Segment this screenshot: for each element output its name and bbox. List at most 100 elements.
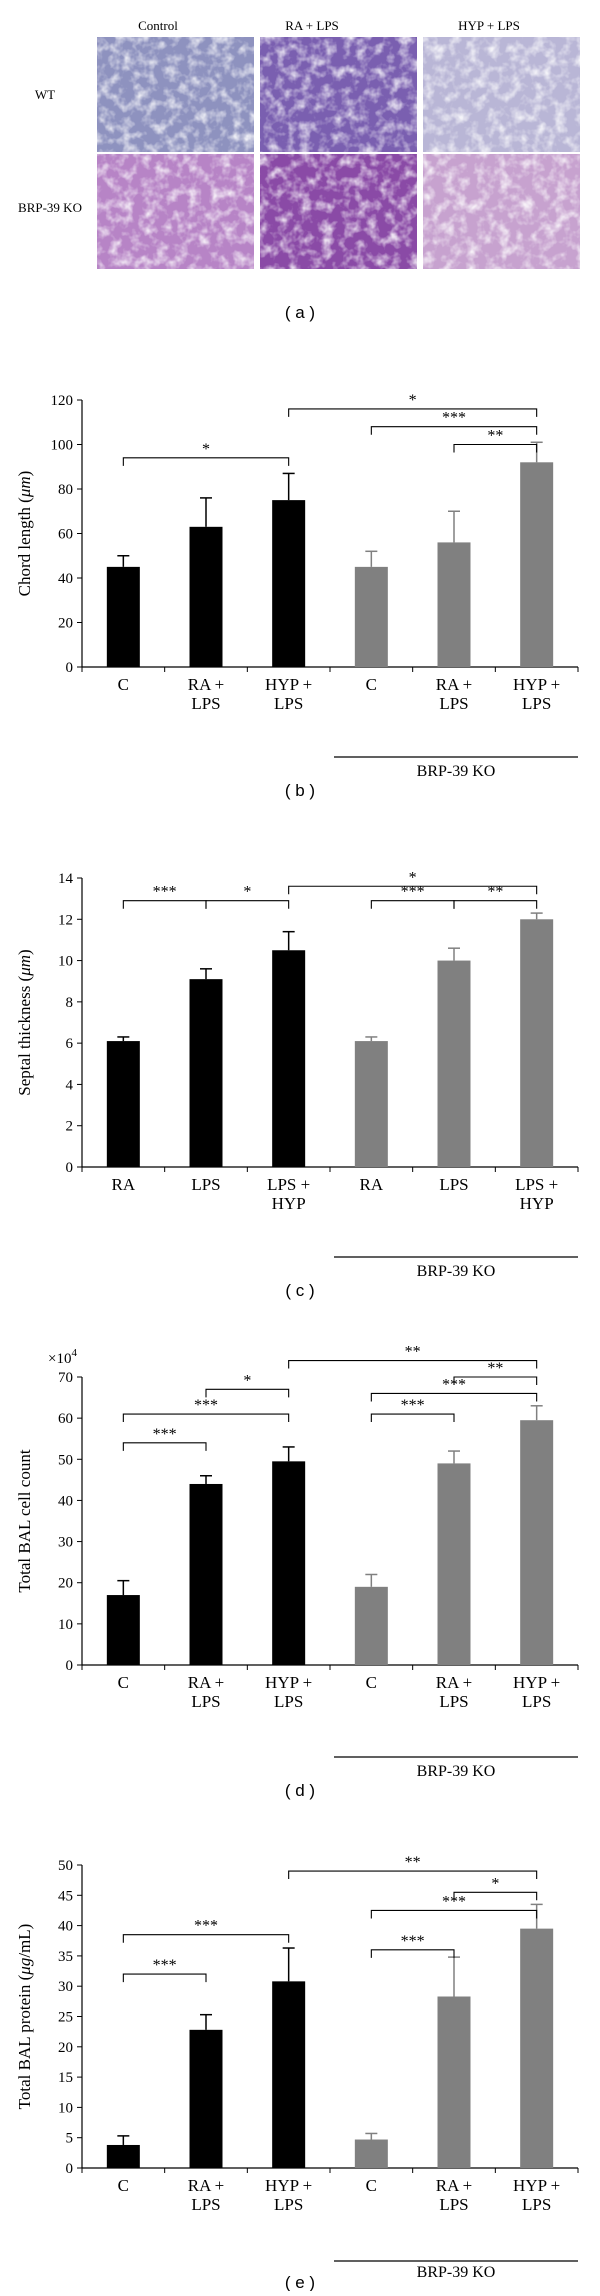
y-tick-label: 100 bbox=[51, 438, 74, 454]
bar bbox=[520, 462, 554, 667]
significance-bracket: * bbox=[205, 1372, 290, 1398]
bal-protein-chart: 0 5 10 15 20 25 30 35 40 45 50 Total BAL protein (μ… bbox=[15, 1854, 579, 2292]
y-axis-label: Septal thickness (μm) bbox=[15, 949, 34, 1095]
significance-bracket: ** bbox=[288, 1344, 538, 1369]
y-tick-label: 50 bbox=[58, 1858, 73, 1874]
significance-bracket: *** bbox=[370, 1397, 455, 1423]
x-tick-label: LPS + HYP bbox=[267, 1175, 310, 1213]
x-tick-label: RA + LPS bbox=[188, 675, 225, 713]
y-tick-label: 35 bbox=[58, 1949, 73, 1965]
significance-label: ** bbox=[405, 1344, 421, 1361]
bar bbox=[437, 542, 471, 667]
significance-label: *** bbox=[194, 1397, 218, 1414]
x-tick-label: C bbox=[118, 1673, 129, 1692]
significance-bracket: *** bbox=[122, 1426, 207, 1451]
bar bbox=[272, 1981, 306, 2168]
panel-label: ( c ) bbox=[285, 1281, 314, 1300]
x-tick-label: C bbox=[366, 1673, 377, 1692]
significance-label: ** bbox=[405, 1854, 421, 1871]
significance-bracket: *** bbox=[122, 1918, 290, 1943]
y-tick-label: 20 bbox=[58, 2040, 73, 2056]
panel-label: ( e ) bbox=[285, 2273, 315, 2291]
x-tick-label: RA + LPS bbox=[436, 675, 473, 713]
y-tick-label: 45 bbox=[58, 1888, 73, 1904]
x-tick-label: HYP + LPS bbox=[513, 675, 560, 713]
micrograph-row-label: BRP-39 KO bbox=[18, 200, 82, 215]
significance-label: *** bbox=[194, 1918, 218, 1935]
y-tick-label: 60 bbox=[58, 527, 73, 543]
significance-label: ** bbox=[487, 884, 503, 901]
significance-bracket: *** bbox=[370, 884, 455, 909]
bar bbox=[354, 2139, 388, 2168]
y-tick-label: 40 bbox=[58, 571, 73, 587]
significance-label: * bbox=[409, 869, 417, 886]
group-label: BRP-39 KO bbox=[417, 1763, 496, 1780]
significance-bracket: ** bbox=[453, 1360, 538, 1385]
significance-label: ** bbox=[487, 428, 503, 445]
bar bbox=[106, 566, 140, 667]
bar bbox=[189, 526, 223, 667]
bar bbox=[437, 960, 471, 1167]
x-tick-label: RA + LPS bbox=[188, 1673, 225, 1711]
y-tick-label: 40 bbox=[58, 1493, 73, 1509]
bar bbox=[520, 919, 554, 1167]
y-tick-label: 40 bbox=[58, 1919, 73, 1935]
y-tick-label: 0 bbox=[66, 1658, 74, 1674]
significance-bracket: *** bbox=[370, 1933, 455, 1958]
chord-length-chart: 0 20 40 60 80 100 120 Chord length (μm) C RA + LPS… bbox=[15, 392, 579, 800]
y-tick-label: 6 bbox=[66, 1036, 74, 1052]
y-tick-label: 10 bbox=[58, 1617, 73, 1633]
significance-label: *** bbox=[153, 1426, 177, 1443]
significance-label: * bbox=[243, 1372, 251, 1389]
x-tick-label: HYP + LPS bbox=[265, 1673, 312, 1711]
y-tick-label: 30 bbox=[58, 1979, 73, 1995]
x-tick-label: LPS + HYP bbox=[515, 1175, 558, 1213]
y-tick-label: 10 bbox=[58, 2100, 73, 2116]
x-tick-label: HYP + LPS bbox=[265, 2176, 312, 2214]
significance-bracket: ** bbox=[288, 1854, 538, 1880]
bar bbox=[437, 1996, 471, 2168]
group-label: BRP-39 KO bbox=[417, 1263, 496, 1280]
micrograph-column-title: Control bbox=[138, 18, 178, 33]
y-tick-label: 120 bbox=[51, 393, 74, 409]
bar bbox=[520, 1928, 554, 2168]
y-tick-label: 20 bbox=[58, 616, 73, 632]
bar bbox=[272, 500, 306, 667]
x-tick-label: LPS bbox=[191, 1175, 220, 1194]
y-tick-label: 0 bbox=[66, 660, 74, 676]
micrograph-image bbox=[260, 154, 417, 269]
bar bbox=[354, 1586, 388, 1665]
y-tick-label: 30 bbox=[58, 1535, 73, 1551]
bar bbox=[106, 1041, 140, 1167]
micrograph-row-label: WT bbox=[35, 87, 55, 102]
group-label: BRP-39 KO bbox=[417, 763, 496, 780]
micrograph-image bbox=[260, 37, 417, 152]
bar bbox=[106, 1595, 140, 1665]
significance-label: *** bbox=[401, 1933, 425, 1950]
y-axis-multiplier: ×104 bbox=[48, 1347, 77, 1367]
bar bbox=[106, 2144, 140, 2168]
significance-label: *** bbox=[401, 884, 425, 901]
significance-bracket: * bbox=[122, 441, 290, 466]
x-tick-label: LPS bbox=[439, 1175, 468, 1194]
significance-bracket: ** bbox=[453, 428, 538, 453]
bar bbox=[189, 1483, 223, 1665]
bar bbox=[189, 2029, 223, 2168]
y-axis-label: Total BAL cell count bbox=[15, 1449, 34, 1592]
micrograph-column-title: HYP + LPS bbox=[458, 18, 520, 33]
y-tick-label: 2 bbox=[66, 1119, 74, 1135]
x-tick-label: C bbox=[118, 675, 129, 694]
bar bbox=[272, 950, 306, 1167]
significance-bracket: * bbox=[453, 1875, 538, 1901]
y-tick-label: 14 bbox=[58, 871, 74, 887]
bal-cell-count-chart: 0 10 20 30 40 50 60 70 Total BAL cell count ×104 C… bbox=[15, 1344, 579, 1800]
significance-label: * bbox=[409, 392, 417, 409]
y-tick-label: 70 bbox=[58, 1370, 73, 1386]
y-tick-label: 60 bbox=[58, 1411, 73, 1427]
bar bbox=[354, 1041, 388, 1167]
panel-label: ( b ) bbox=[285, 781, 315, 800]
significance-label: ** bbox=[487, 1360, 503, 1377]
significance-bracket: * bbox=[288, 392, 538, 417]
y-tick-label: 25 bbox=[58, 2010, 73, 2026]
